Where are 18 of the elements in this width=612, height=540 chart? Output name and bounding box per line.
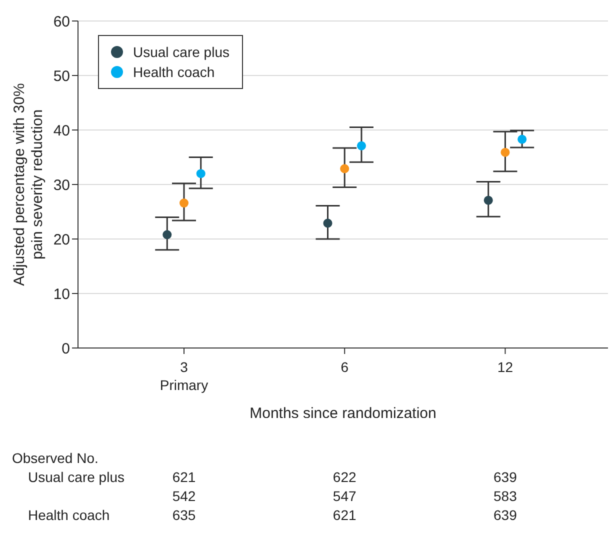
x-tick-label: 12 [497,359,514,375]
x-axis-title: Months since randomization [250,405,436,422]
y-tick-label: 60 [53,13,70,30]
x-tick-label: 6 [340,359,349,375]
y-tick-label: 30 [53,176,70,194]
text: Observed No. [12,450,98,466]
legend-label: Usual care plus [133,44,230,60]
y-tick-label: 40 [53,122,70,140]
y-tick-label: 20 [53,231,70,248]
y-tick-label: 0 [62,340,70,358]
y-tick-label: 10 [53,286,70,303]
text: Usual care plus 621 622 639 [28,469,517,485]
y-tick-label: 50 [53,68,70,85]
x-tick-label: 3 Primary [160,359,208,393]
y-axis-title: Adjusted percentage with 30% pain severity reduction [11,83,46,286]
text: 542 547 583 [172,488,517,504]
legend-label: Health coach [133,64,215,80]
text: Health coach 635 621 639 [28,507,517,523]
